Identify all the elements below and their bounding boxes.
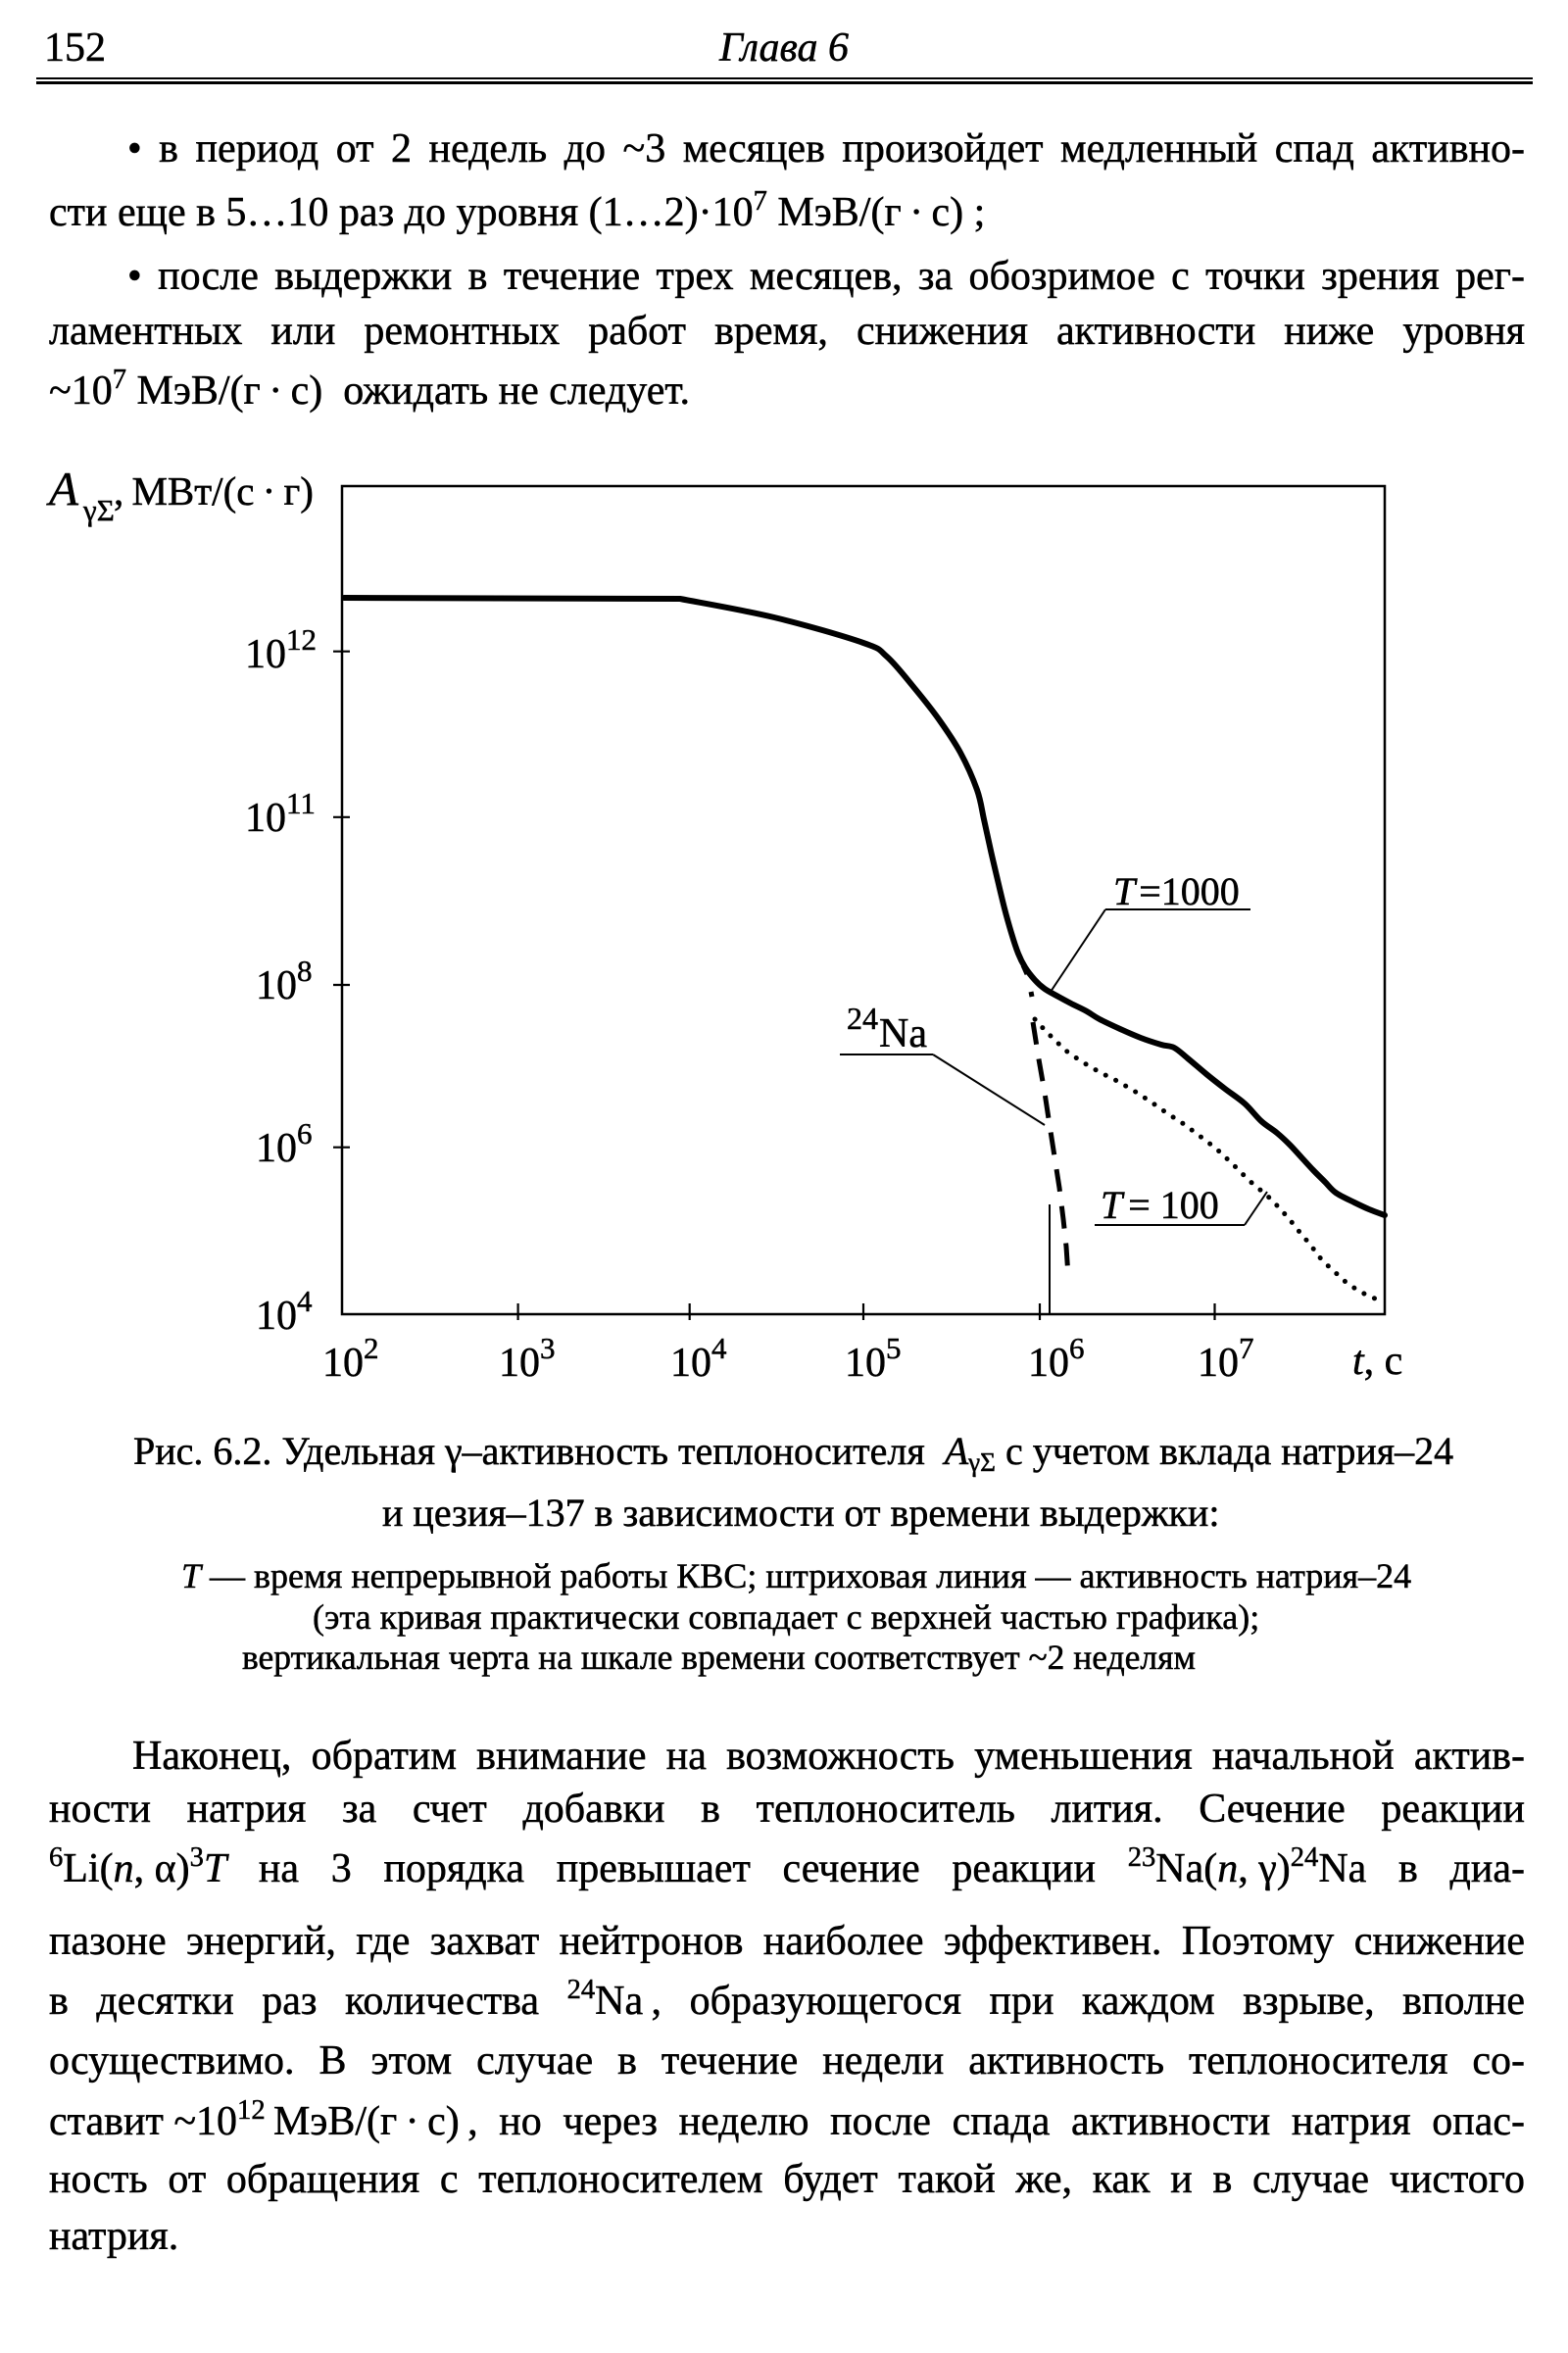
svg-text:105: 105: [845, 1331, 902, 1386]
svg-text:106: 106: [1028, 1331, 1085, 1386]
svg-text:t, с: t, с: [1352, 1339, 1402, 1384]
svg-text:A: A: [46, 462, 79, 515]
svg-text:24: 24: [847, 1001, 878, 1036]
svg-text:Na: Na: [879, 1011, 927, 1056]
svg-text:T= 100: T = 100: [1101, 1183, 1219, 1227]
svg-text:107: 107: [1198, 1331, 1254, 1386]
svg-text:T=1000: T =1000: [1113, 869, 1240, 913]
svg-text:104: 104: [256, 1284, 313, 1339]
svg-text:1012: 1012: [245, 622, 317, 677]
svg-text:102: 102: [322, 1331, 379, 1386]
svg-text:104: 104: [670, 1331, 727, 1386]
svg-text:γΣ: γΣ: [82, 493, 115, 527]
svg-text:, МВт/(с · г): , МВт/(с · г): [114, 468, 314, 514]
svg-text:108: 108: [256, 954, 313, 1008]
svg-text:1011: 1011: [245, 786, 316, 841]
svg-text:103: 103: [499, 1331, 556, 1386]
svg-text:106: 106: [256, 1116, 313, 1171]
